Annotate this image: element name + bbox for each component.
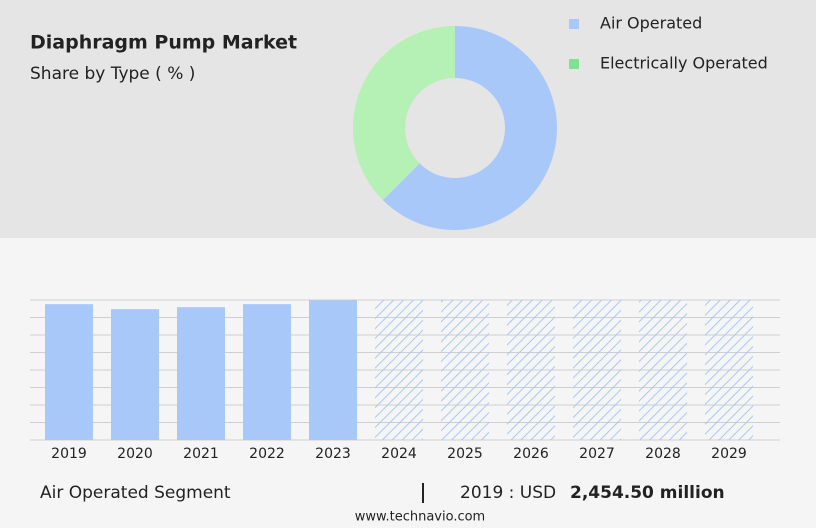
forecast-bar [573,300,621,440]
footer-segment: Air Operated Segment [40,483,231,503]
x-tick-label: 2020 [117,446,153,462]
x-tick-label: 2023 [315,446,351,462]
chart-subtitle: Share by Type ( % ) [30,64,195,84]
x-tick-label: 2021 [183,446,219,462]
x-tick-label: 2025 [447,446,483,462]
bar [309,300,357,440]
forecast-bar [507,300,555,440]
source: www.technavio.com [355,510,485,525]
forecast-bar [441,300,489,440]
bar [243,304,291,440]
forecast-bar [375,300,423,440]
x-tick-label: 2024 [381,446,417,462]
footer-value: 2,454.50 million [570,483,725,503]
donut: Air Operated Electrically Operated [353,14,768,230]
legend-label: Electrically Operated [600,54,768,73]
donut-slice [382,26,557,230]
bar [177,307,225,440]
x-tick-label: 2022 [249,446,285,462]
x-tick-label: 2026 [513,446,549,462]
bar-chart: 2019 2020 2021 2022 2023 2024 2025 2026 2027 2028… [30,299,780,462]
x-tick-label: 2028 [645,446,681,462]
x-tick-label: 2027 [579,446,615,462]
bar [45,304,93,440]
forecast-bar [639,300,687,440]
x-tick-label: 2029 [711,446,747,462]
chart-title: Diaphragm Pump Market [30,32,297,54]
x-tick-label: 2019 [51,446,87,462]
legend-swatch [569,19,579,29]
forecast-bar [705,300,753,440]
bar [111,309,159,440]
footer-year: 2019 : USD [460,483,556,503]
donut-slice [353,26,455,201]
legend-label: Air Operated [600,14,702,33]
legend-swatch [569,59,579,69]
